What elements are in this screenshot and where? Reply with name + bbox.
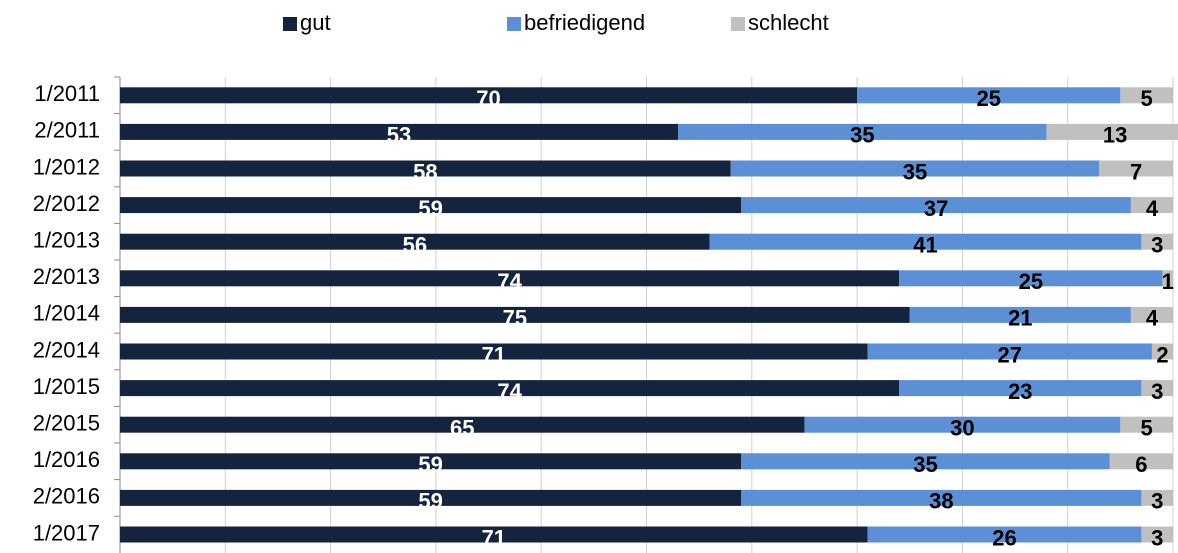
data-label: 5 xyxy=(1141,416,1153,441)
data-label: 1 xyxy=(1162,269,1174,294)
data-label: 7 xyxy=(1130,159,1142,184)
data-label: 71 xyxy=(482,342,506,367)
bar-segment xyxy=(709,233,1142,250)
data-label: 53 xyxy=(387,123,411,148)
data-label: 41 xyxy=(913,233,937,258)
bar-segment xyxy=(730,160,1100,177)
bar-segment xyxy=(909,306,1131,323)
data-label: 70 xyxy=(476,86,500,111)
data-label: 65 xyxy=(450,416,474,441)
bar-segment xyxy=(899,380,1142,397)
bar-segment xyxy=(741,489,1142,506)
legend-swatch xyxy=(731,17,745,31)
bar-segment xyxy=(120,233,710,250)
bar-segment xyxy=(867,343,1152,360)
data-label: 58 xyxy=(413,159,437,184)
bar-segment xyxy=(1141,526,1173,543)
bar-segment xyxy=(1120,87,1173,104)
bar-segment xyxy=(120,453,742,470)
y-tick-label: 2/2013 xyxy=(33,264,100,289)
y-tick-label: 1/2013 xyxy=(33,228,100,253)
data-label: 25 xyxy=(1019,269,1043,294)
bar-segment xyxy=(120,87,858,104)
bar-segment xyxy=(804,416,1121,433)
y-tick-label: 2/2015 xyxy=(33,411,100,436)
bar-segment xyxy=(1130,197,1173,214)
legend-swatch xyxy=(507,17,521,31)
bar-segment xyxy=(1120,416,1173,433)
y-tick-label: 1/2014 xyxy=(33,301,100,326)
bar-segment xyxy=(120,123,679,140)
data-label: 59 xyxy=(418,452,442,477)
data-label: 2 xyxy=(1156,342,1168,367)
data-label: 35 xyxy=(903,159,927,184)
bar-segment xyxy=(120,270,900,287)
bar-segment xyxy=(741,197,1131,214)
bar-segment xyxy=(1141,489,1173,506)
bar-segment xyxy=(741,453,1110,470)
data-label: 5 xyxy=(1141,86,1153,111)
data-label: 38 xyxy=(929,489,953,514)
data-label: 75 xyxy=(503,306,527,331)
bar-segment xyxy=(1141,380,1173,397)
y-tick-label: 1/2017 xyxy=(33,520,100,545)
bar-segment xyxy=(899,270,1163,287)
y-tick-label: 1/2016 xyxy=(33,447,100,472)
data-label: 4 xyxy=(1146,306,1159,331)
bar-segment xyxy=(1046,123,1178,140)
bar-segment xyxy=(1099,160,1173,177)
bar-segment xyxy=(1141,233,1173,250)
data-label: 3 xyxy=(1151,525,1163,550)
y-tick-label: 2/2016 xyxy=(33,484,100,509)
bar-segment xyxy=(120,343,868,360)
data-label: 71 xyxy=(482,525,506,550)
data-label: 13 xyxy=(1103,123,1127,148)
bar-segment xyxy=(1130,306,1173,323)
bar-segment xyxy=(120,160,731,177)
data-label: 3 xyxy=(1151,233,1163,258)
data-label: 4 xyxy=(1146,196,1159,221)
bar-segment xyxy=(1109,453,1173,470)
data-label: 56 xyxy=(403,233,427,258)
data-label: 3 xyxy=(1151,489,1163,514)
data-label: 35 xyxy=(913,452,937,477)
data-label: 59 xyxy=(418,489,442,514)
legend-swatch xyxy=(283,17,297,31)
bar-segment xyxy=(678,123,1047,140)
bar-segment xyxy=(120,489,742,506)
data-label: 26 xyxy=(992,525,1016,550)
data-label: 37 xyxy=(924,196,948,221)
bar-segment xyxy=(120,526,868,543)
bar-segment xyxy=(1151,343,1173,360)
bar-segment xyxy=(857,87,1121,104)
bar-segment xyxy=(120,197,742,214)
data-label: 59 xyxy=(418,196,442,221)
data-label: 3 xyxy=(1151,379,1163,404)
data-label: 74 xyxy=(497,269,522,294)
data-label: 35 xyxy=(850,123,874,148)
y-tick-label: 2/2011 xyxy=(34,118,100,143)
legend-label: gut xyxy=(300,10,331,35)
bar-segment xyxy=(1162,270,1173,287)
data-label: 6 xyxy=(1135,452,1147,477)
data-label: 27 xyxy=(998,342,1022,367)
y-tick-label: 1/2015 xyxy=(33,374,100,399)
legend-label: schlecht xyxy=(748,10,829,35)
data-label: 21 xyxy=(1008,306,1032,331)
y-tick-label: 1/2012 xyxy=(33,154,100,179)
y-tick-label: 1/2011 xyxy=(34,81,100,106)
data-label: 30 xyxy=(950,416,974,441)
bar-segment xyxy=(120,416,805,433)
data-label: 74 xyxy=(497,379,522,404)
bar-segment xyxy=(120,306,910,323)
data-label: 23 xyxy=(1008,379,1032,404)
y-tick-label: 2/2012 xyxy=(33,191,100,216)
bar-segment xyxy=(867,526,1142,543)
legend-label: befriedigend xyxy=(524,10,645,35)
bar-segment xyxy=(120,380,900,397)
data-label: 25 xyxy=(976,86,1000,111)
y-tick-label: 2/2014 xyxy=(33,337,100,362)
